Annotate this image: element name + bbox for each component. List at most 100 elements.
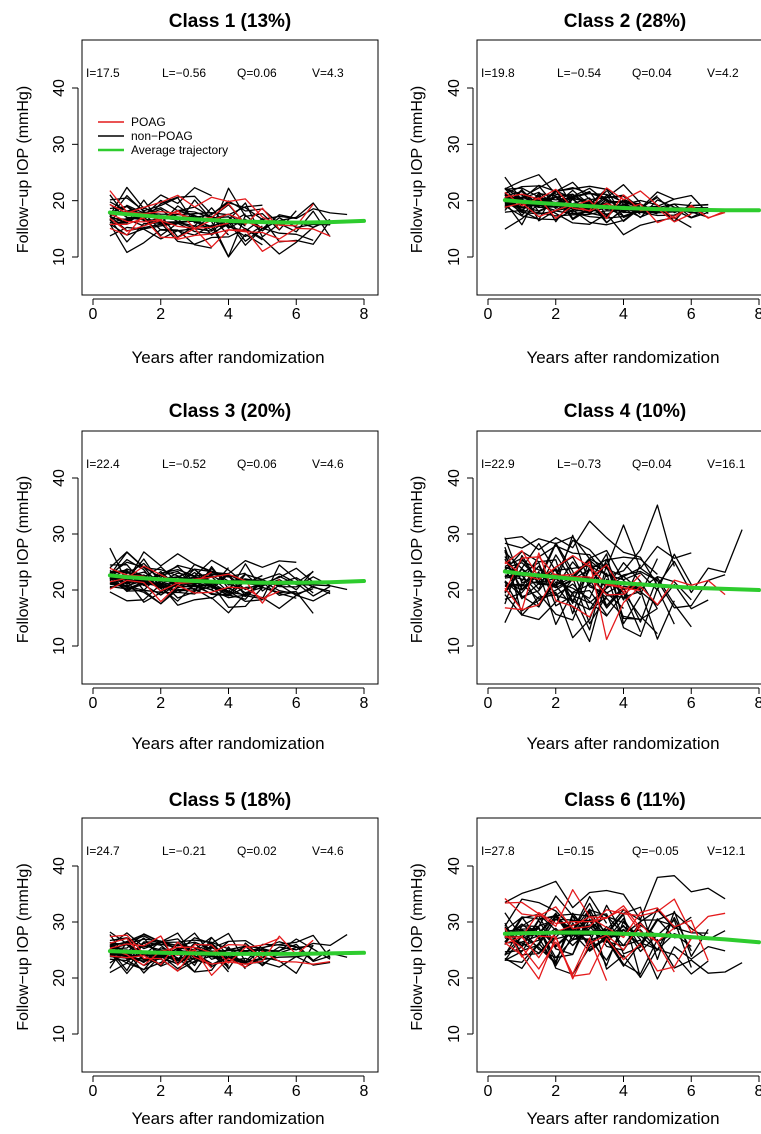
panel-class-5: Class 5 (18%) I=24.7 L=−0.21 Q=0.02 V=4.6 0 2 4… [15, 790, 379, 1128]
x-tick-label: 4 [619, 1083, 628, 1100]
poag-trajectory [109, 935, 314, 966]
x-tick-label: 6 [687, 695, 696, 712]
panel-title: Class 6 (11%) [564, 790, 685, 811]
param-label: Q=0.04 [632, 66, 672, 80]
x-axis-label: Years after randomization [131, 1109, 324, 1128]
y-tick-label: 40 [446, 469, 463, 487]
average-trajectory-line [107, 573, 366, 585]
trajectory-lines [504, 504, 743, 643]
x-tick-label: 2 [551, 1083, 560, 1100]
plot-frame [476, 39, 761, 296]
poag-trajectory [504, 556, 641, 596]
poag-trajectory [109, 217, 297, 252]
trajectory-lines [504, 875, 743, 981]
x-axis-label: Years after randomization [526, 348, 719, 367]
non-poag-trajectory [504, 178, 692, 217]
x-tick-label: 2 [156, 306, 165, 323]
poag-trajectory [109, 935, 280, 966]
x-tick-label: 4 [224, 1083, 233, 1100]
x-tick-label: 4 [224, 695, 233, 712]
poag-trajectory [109, 937, 331, 976]
non-poag-trajectory [504, 898, 709, 944]
param-label: I=17.5 [86, 66, 120, 80]
y-tick-label: 40 [446, 79, 463, 97]
y-axis [72, 87, 79, 258]
param-label: I=22.4 [86, 457, 120, 471]
non-poag-trajectory [109, 186, 212, 216]
x-tick-label: 6 [292, 1083, 301, 1100]
x-axis-label: Years after randomization [131, 734, 324, 753]
x-tick-label: 6 [292, 695, 301, 712]
x-axis-label: Years after randomization [526, 1109, 719, 1128]
average-trajectory-line [107, 949, 366, 956]
x-tick-label: 4 [224, 306, 233, 323]
poag-trajectory [504, 552, 624, 618]
x-tick-label: 8 [755, 695, 761, 712]
non-poag-trajectory [109, 581, 331, 603]
y-tick-label: 30 [51, 525, 68, 543]
panel-class-2: Class 2 (28%) I=19.8 L=−0.54 Q=0.04 V=4.2 0 2 4… [409, 11, 761, 367]
poag-trajectory [504, 922, 675, 980]
non-poag-trajectory [504, 504, 675, 582]
param-label: I=27.8 [481, 844, 515, 858]
y-axis [72, 477, 79, 647]
non-poag-trajectory [504, 188, 709, 218]
param-label: L=−0.54 [557, 66, 601, 80]
panel-title: Class 1 (13%) [169, 11, 292, 32]
non-poag-trajectory [504, 908, 658, 953]
x-tick-label: 0 [89, 306, 98, 323]
plot-frame [476, 817, 761, 1073]
poag-trajectory [109, 194, 314, 227]
x-tick-label: 8 [360, 695, 369, 712]
non-poag-trajectory [109, 580, 297, 608]
x-axis [92, 298, 365, 305]
non-poag-trajectory [504, 203, 692, 236]
param-label: I=22.9 [481, 457, 515, 471]
average-trajectory-line [107, 210, 366, 225]
non-poag-trajectory [504, 549, 692, 621]
plot-frame [81, 430, 379, 685]
param-label: I=19.8 [481, 66, 515, 80]
x-tick-label: 0 [484, 306, 493, 323]
legend-label: Average trajectory [131, 143, 228, 157]
y-tick-label: 10 [51, 637, 68, 655]
average-trajectory-line [502, 569, 761, 592]
x-tick-label: 6 [687, 306, 696, 323]
param-label: L=−0.52 [162, 457, 206, 471]
y-tick-label: 40 [51, 79, 68, 97]
legend-label: non−POAG [131, 129, 193, 143]
x-tick-label: 8 [360, 306, 369, 323]
y-tick-label: 40 [446, 857, 463, 875]
param-label: V=4.2 [707, 66, 739, 80]
non-poag-trajectory [504, 524, 692, 570]
x-axis-label: Years after randomization [526, 734, 719, 753]
panel-class-1: Class 1 (13%) I=17.5 L=−0.56 Q=0.06 V=4.3 POA… [15, 11, 379, 367]
param-label: V=4.6 [312, 457, 344, 471]
y-tick-label: 20 [446, 969, 463, 987]
average-trajectory-line [502, 198, 761, 213]
non-poag-trajectory [504, 568, 709, 625]
y-tick-label: 20 [51, 192, 68, 210]
poag-trajectory [109, 579, 280, 603]
poag-trajectory [504, 907, 709, 961]
legend-label: POAG [131, 115, 166, 129]
y-tick-label: 20 [51, 969, 68, 987]
y-tick-label: 20 [51, 581, 68, 599]
non-poag-trajectory [109, 952, 212, 970]
y-axis-label: Follow−up IOP (mmHg) [15, 863, 32, 1030]
y-axis-label: Follow−up IOP (mmHg) [15, 86, 32, 253]
x-axis [487, 1075, 760, 1082]
y-tick-label: 30 [446, 913, 463, 931]
x-axis [92, 687, 365, 694]
param-label: Q=0.06 [237, 457, 277, 471]
y-tick-label: 30 [51, 913, 68, 931]
y-axis [467, 87, 474, 258]
x-tick-label: 2 [156, 1083, 165, 1100]
x-tick-label: 4 [619, 306, 628, 323]
y-axis-label: Follow−up IOP (mmHg) [409, 476, 426, 643]
non-poag-trajectory [504, 192, 641, 226]
y-tick-label: 30 [51, 135, 68, 153]
x-tick-label: 4 [619, 695, 628, 712]
